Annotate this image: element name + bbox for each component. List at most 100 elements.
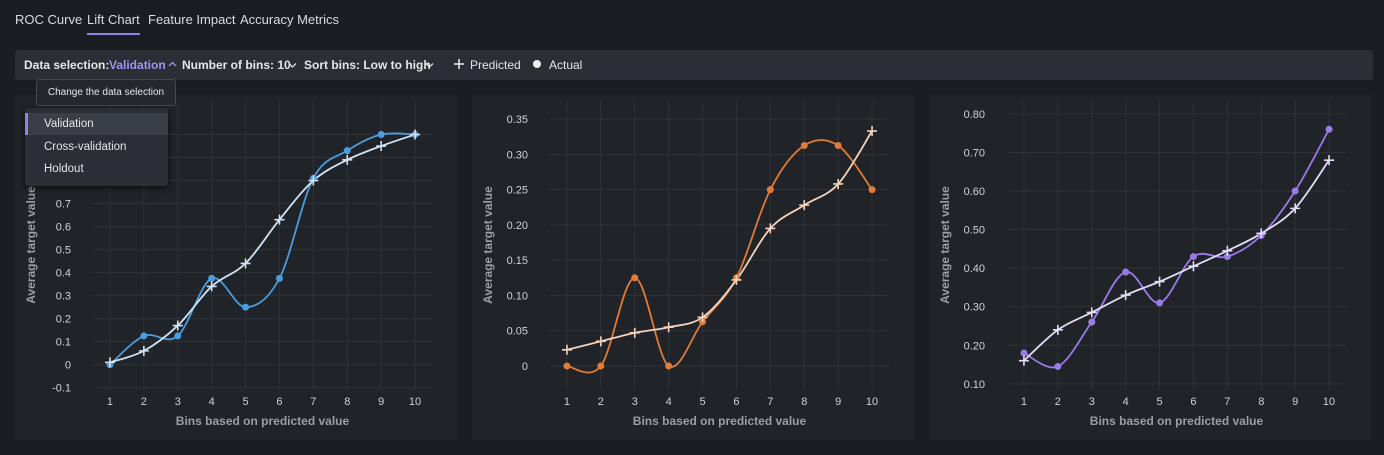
chevron-down (425, 63, 434, 68)
x-tick-label: 10 (409, 396, 421, 408)
y-tick-label: 0.2 (56, 314, 71, 326)
predicted-marker (342, 154, 353, 165)
x-axis-label: Bins based on predicted value (176, 414, 350, 428)
option[interactable]: Validation (25, 113, 168, 135)
x-axis-label: Bins based on predicted value (633, 414, 807, 428)
x-tick-label: 10 (1323, 396, 1335, 408)
actual-marker (377, 131, 385, 139)
actual-marker (1020, 349, 1028, 357)
actual-marker (174, 332, 182, 340)
y-axis-label: Average target value (481, 186, 495, 304)
y-tick-label: 0.3 (56, 291, 71, 303)
x-tick-label: 3 (1089, 396, 1095, 408)
predicted-marker (1154, 276, 1165, 287)
predicted-marker (663, 322, 674, 333)
x-tick-label: 7 (1224, 396, 1230, 408)
predicted-marker (799, 200, 810, 211)
data-selection[interactable]: Validation (109, 58, 166, 72)
actual-marker (1325, 125, 1333, 133)
x-tick-label: 4 (209, 396, 215, 408)
x-tick-label: 4 (1123, 396, 1129, 408)
y-tick-label: 0.70 (964, 147, 985, 159)
x-tick-label: 3 (175, 396, 181, 408)
option[interactable]: Cross-validation (44, 141, 127, 153)
x-tick-label: 2 (141, 396, 147, 408)
actual-marker (1122, 268, 1130, 276)
predicted-marker (308, 175, 319, 186)
tab[interactable]: Feature Impact (148, 12, 236, 27)
y-tick-label: 0.6 (56, 222, 71, 234)
predicted-marker (206, 281, 217, 292)
option[interactable]: Holdout (44, 163, 84, 175)
x-tick-label: 7 (310, 396, 316, 408)
predicted-marker (765, 223, 776, 234)
x-tick-label: 2 (1055, 396, 1061, 408)
y-axis-label: Average target value (24, 186, 38, 304)
predicted-marker (1120, 290, 1131, 301)
actual-marker (1156, 299, 1164, 307)
legend-entry[interactable]: Actual (549, 58, 583, 72)
y-tick-label: 0.1 (56, 337, 71, 349)
x-axis-label: Bins based on predicted value (1090, 414, 1264, 428)
predicted-marker (172, 320, 183, 331)
bins-select[interactable]: Number of bins: 10 (182, 58, 291, 72)
actual-marker (766, 186, 774, 194)
legend-entry[interactable]: Predicted (470, 58, 521, 72)
y-tick-label: 0.20 (507, 220, 528, 232)
x-tick-label: 4 (666, 396, 672, 408)
x-tick-label: 6 (276, 396, 282, 408)
chart-panel (472, 95, 914, 440)
predicted-marker (731, 274, 742, 285)
x-tick-label: 7 (767, 396, 773, 408)
y-tick-label: 0.20 (964, 340, 985, 352)
actual-marker (1054, 362, 1062, 370)
y-tick-label: 0.10 (507, 290, 528, 302)
actual-marker (140, 332, 148, 340)
actual-marker (1088, 318, 1096, 326)
y-tick-label: 0.4 (56, 268, 71, 280)
x-tick-label: 2 (598, 396, 604, 408)
actual-marker (834, 142, 842, 150)
y-tick-label: 0.05 (507, 326, 528, 338)
x-tick-label: 9 (378, 396, 384, 408)
series-line (566, 139, 873, 374)
predicted-marker (274, 214, 285, 225)
sort-select[interactable]: Sort bins: Low to high (304, 58, 431, 72)
actual-marker (1291, 187, 1299, 195)
actual-marker (597, 362, 605, 370)
tab[interactable]: Accuracy Metrics (240, 12, 339, 27)
y-tick-label: 0.10 (964, 379, 985, 391)
predicted-marker (1222, 245, 1233, 256)
tab[interactable]: ROC Curve (15, 12, 83, 27)
y-tick-label: 0.60 (964, 186, 985, 198)
chevron-up (168, 61, 177, 67)
x-tick-label: 6 (1190, 396, 1196, 408)
predicted-marker (697, 312, 708, 323)
predicted-marker (1324, 155, 1335, 166)
series-line (1023, 159, 1330, 362)
actual-marker (275, 274, 283, 282)
x-tick-label: 9 (835, 396, 841, 408)
y-tick-label: 0 (522, 361, 528, 373)
predicted-marker (1086, 307, 1097, 318)
y-tick-label: 0.40 (964, 263, 985, 275)
chevron-down (288, 63, 297, 68)
dropdown: Validation Cross-validation Holdout (25, 108, 168, 186)
predicted-marker (629, 327, 640, 338)
legend-dot (533, 60, 541, 68)
y-tick-label: 0.25 (507, 185, 528, 197)
actual-marker (208, 274, 216, 282)
x-tick-label: 8 (1258, 396, 1264, 408)
tab-active[interactable]: Lift Chart (87, 12, 140, 35)
actual-marker (563, 362, 571, 370)
actual-marker (343, 147, 351, 155)
y-axis-label: Average target value (938, 186, 952, 304)
toolbar: Data selection: Validation Number of bin… (15, 50, 1373, 80)
x-tick-label: 8 (344, 396, 350, 408)
legend-plus (454, 59, 464, 69)
predicted-marker (867, 126, 878, 137)
predicted-marker (240, 258, 251, 269)
